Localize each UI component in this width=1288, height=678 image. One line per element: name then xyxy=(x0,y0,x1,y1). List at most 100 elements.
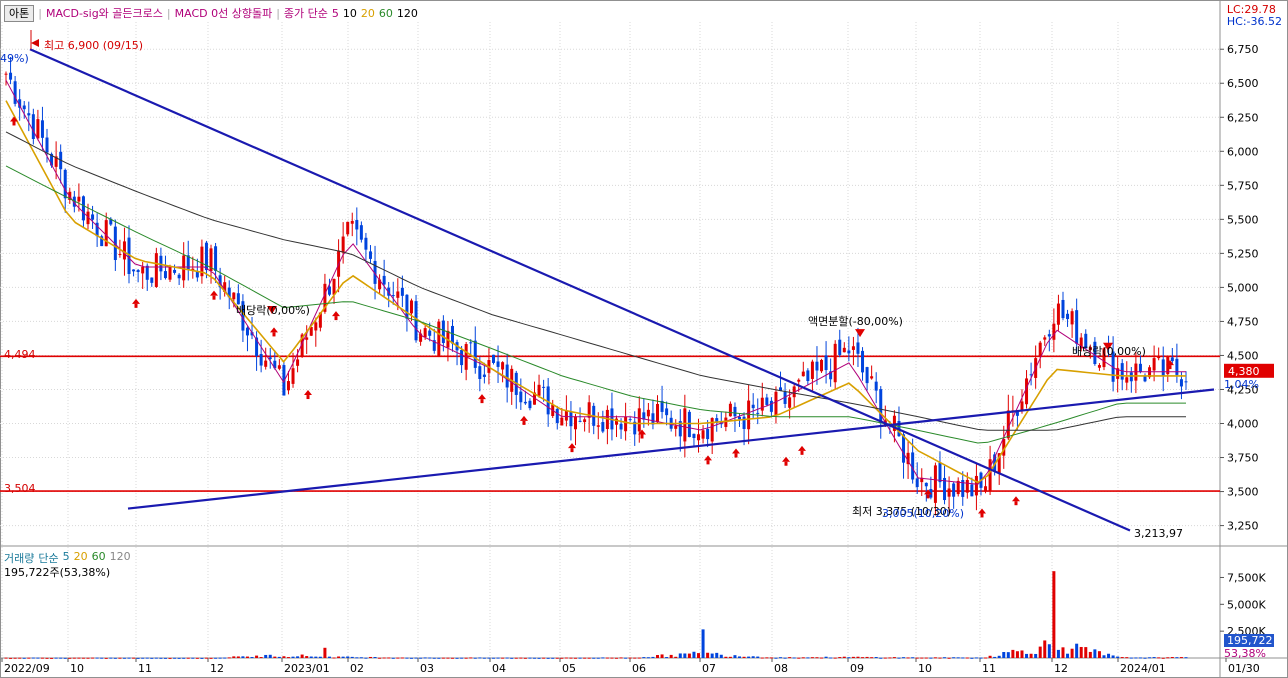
candle-body xyxy=(674,425,678,429)
volume-bar xyxy=(1038,646,1042,658)
candle-body xyxy=(865,367,869,384)
buy-signal-arrow-stem xyxy=(926,494,930,499)
candle-body xyxy=(314,322,318,331)
volume-bar xyxy=(86,657,90,659)
candle-body xyxy=(938,462,942,483)
volume-bar xyxy=(1052,571,1056,658)
candle-body xyxy=(9,72,13,80)
y-tick-label: 6,250 xyxy=(1227,111,1259,124)
buy-signal-arrow xyxy=(304,390,312,396)
volume-bar xyxy=(965,657,969,659)
candle-body xyxy=(646,409,650,417)
candle-body xyxy=(1179,379,1183,387)
candle-body xyxy=(350,220,354,224)
volume-bar xyxy=(455,657,459,659)
candle-body xyxy=(1102,348,1106,368)
candle-body xyxy=(122,241,126,260)
ma-line-120 xyxy=(5,131,1186,431)
volume-bar xyxy=(829,657,833,659)
volume-bar xyxy=(938,657,942,659)
candle-body xyxy=(368,251,372,259)
volume-bar xyxy=(296,656,300,658)
candle-body xyxy=(619,423,623,430)
volume-bar xyxy=(36,657,40,659)
buy-signal-arrow xyxy=(798,445,806,451)
candle-body xyxy=(282,365,286,396)
candle-body xyxy=(687,411,691,438)
volume-bar xyxy=(765,657,769,659)
candle-body xyxy=(564,410,568,421)
candle-body xyxy=(915,478,919,488)
volume-bar xyxy=(81,657,85,659)
candle-body xyxy=(751,404,755,409)
volume-bar xyxy=(619,657,623,659)
volume-bar xyxy=(432,657,436,659)
candle-body xyxy=(838,339,842,355)
buy-signal-arrow-stem xyxy=(12,121,16,126)
buy-signal-arrow-stem xyxy=(706,460,710,465)
volume-bar xyxy=(4,657,8,659)
candle-body xyxy=(255,337,259,357)
volume-bar xyxy=(715,652,719,658)
volume-bar xyxy=(1148,657,1152,659)
volume-ma-60: 60 xyxy=(91,550,106,563)
dividend-label-2: 배당락(0,00%) xyxy=(1072,345,1146,358)
volume-bar xyxy=(615,657,619,659)
volume-bar xyxy=(769,657,773,659)
x-tick-label: 06 xyxy=(632,662,646,675)
candle-body xyxy=(1093,341,1097,365)
y-tick-label: 6,000 xyxy=(1227,145,1259,158)
volume-bar xyxy=(519,657,523,659)
volume-bar xyxy=(601,657,605,659)
volume-bar xyxy=(897,657,901,659)
volume-bar xyxy=(118,657,122,659)
candle-body xyxy=(528,400,532,409)
hline-label-3504: 3,504 xyxy=(4,482,36,495)
volume-bar xyxy=(72,657,76,659)
volume-bar xyxy=(783,657,787,659)
y-tick-label: 4,250 xyxy=(1227,383,1259,396)
indicator-macd-zero[interactable]: MACD 0선 상향돌파 xyxy=(174,7,273,20)
volume-bar xyxy=(947,657,951,659)
volume-bar xyxy=(91,657,95,659)
volume-bar xyxy=(1125,657,1129,659)
candle-body xyxy=(965,479,969,493)
candle-body xyxy=(824,355,828,371)
candle-body xyxy=(296,359,300,366)
volume-bar xyxy=(40,657,44,659)
candle-body xyxy=(91,214,95,220)
volume-bar xyxy=(933,657,937,659)
volume-bar xyxy=(496,657,500,659)
candle-body xyxy=(892,415,896,431)
stock-name-button[interactable]: 아톤 xyxy=(4,4,35,22)
indicator-macd-sig[interactable]: MACD-sig와 골든크로스 xyxy=(45,7,163,20)
volume-ma-title[interactable]: 단순 xyxy=(38,552,59,565)
volume-bar xyxy=(332,657,336,659)
candle-body xyxy=(710,418,714,442)
ma-title[interactable]: 종가 단순 xyxy=(283,7,328,20)
volume-title[interactable]: 거래량 xyxy=(4,552,35,565)
volume-bar xyxy=(300,654,304,658)
candle-body xyxy=(774,391,778,416)
candle-body xyxy=(469,342,473,344)
volume-bar xyxy=(487,657,491,659)
buy-signal-arrow xyxy=(924,489,932,495)
volume-bar xyxy=(532,657,536,659)
candle-body xyxy=(683,408,687,442)
candle-body xyxy=(902,434,906,463)
buy-signal-arrow xyxy=(704,455,712,461)
downtrend-line xyxy=(29,48,1131,532)
candle-body xyxy=(656,403,660,423)
candle-body xyxy=(628,419,632,421)
candle-body xyxy=(318,312,322,328)
volume-bar xyxy=(1011,649,1015,658)
candle-body xyxy=(728,403,732,417)
volume-bar xyxy=(824,656,828,658)
volume-bar xyxy=(733,655,737,658)
candle-body xyxy=(286,381,290,391)
volume-bar xyxy=(564,657,568,659)
volume-bar xyxy=(537,657,541,659)
candle-body xyxy=(765,397,769,405)
candle-body xyxy=(555,408,559,423)
